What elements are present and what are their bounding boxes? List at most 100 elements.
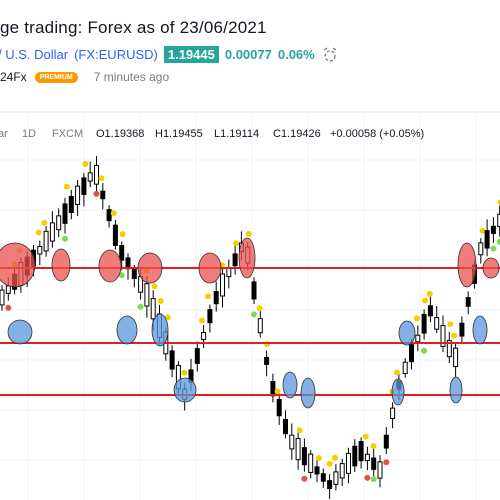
time: 7 minutes ago <box>93 70 170 84</box>
signal-dot <box>245 230 252 237</box>
signal-dot <box>157 298 164 305</box>
signal-dot <box>393 369 400 376</box>
candle <box>144 283 150 307</box>
candle <box>352 445 358 467</box>
candle <box>346 452 351 474</box>
signal-dot <box>137 303 144 310</box>
signal-dot <box>232 240 239 247</box>
signal-dot <box>251 311 257 318</box>
signal-dot <box>370 443 377 450</box>
signal-dot <box>451 332 458 339</box>
candle <box>295 438 301 461</box>
signal-dot <box>383 459 390 466</box>
candle <box>18 261 24 286</box>
candle <box>257 318 263 334</box>
resistance-zone <box>98 249 122 283</box>
signal-dot <box>301 475 308 482</box>
candle <box>289 434 295 450</box>
legend-symbol: ar <box>0 128 8 140</box>
signal-dot <box>447 321 454 328</box>
support-zone <box>300 377 316 409</box>
candle <box>377 461 383 479</box>
signal-dot <box>315 454 322 461</box>
legend-open: O1.19368 <box>96 128 144 140</box>
candle <box>49 222 55 242</box>
support-zone <box>116 315 138 345</box>
support-zone <box>472 315 488 345</box>
signal-dot <box>98 175 105 182</box>
signal-dot <box>164 314 171 321</box>
support-zone <box>173 377 197 403</box>
candle <box>112 224 118 246</box>
candle <box>434 317 440 330</box>
signal-dot <box>326 460 333 467</box>
candle <box>43 230 49 252</box>
signal-dot <box>219 262 226 269</box>
resistance-zone <box>457 242 477 288</box>
candle <box>56 215 62 231</box>
candle <box>175 364 181 390</box>
price: 1.19445 <box>163 46 219 63</box>
candle <box>31 249 36 267</box>
signal-dot <box>118 272 125 279</box>
candle <box>396 380 402 390</box>
change-percent: 0.06% <box>277 47 315 62</box>
candle <box>327 480 333 489</box>
candle <box>94 164 99 185</box>
candle <box>276 398 282 417</box>
instrument-name[interactable]: / U.S. Dollar <box>0 47 69 62</box>
candle <box>119 245 125 261</box>
legend-change: +0.00058 (+0.05%) <box>330 128 424 140</box>
support-zone <box>449 376 463 404</box>
alarm-icon[interactable] <box>321 46 339 63</box>
signal-dot <box>199 317 206 324</box>
candle <box>150 298 156 320</box>
resistance-zone <box>51 248 71 282</box>
candle <box>383 434 389 449</box>
candle <box>440 325 446 347</box>
signal-dot <box>264 341 271 348</box>
instrument-row: / U.S. Dollar (FX:EURUSD) 1.19445 0.0007… <box>0 46 339 63</box>
signal-dot <box>143 267 150 274</box>
candle <box>207 309 213 324</box>
candle <box>188 369 194 383</box>
signal-dot <box>422 297 429 304</box>
candle <box>226 267 232 278</box>
signal-dot <box>82 160 89 167</box>
signal-dot <box>274 388 281 395</box>
candle <box>465 297 471 307</box>
signal-dot <box>5 304 12 311</box>
candle <box>213 290 219 305</box>
legend-high: H1.19455 <box>155 128 203 140</box>
signal-dot <box>11 261 18 268</box>
resistance-zone <box>198 252 222 284</box>
candle <box>446 340 452 358</box>
candle <box>364 453 370 462</box>
candle <box>169 350 175 370</box>
resistance-zone <box>137 252 163 284</box>
support-zone <box>391 378 405 406</box>
author[interactable]: 24Fx <box>0 70 27 84</box>
candle <box>81 177 87 195</box>
candle <box>358 441 364 462</box>
candle <box>87 172 93 182</box>
signal-dot <box>421 347 428 354</box>
symbol[interactable]: (FX:EURUSD) <box>74 47 158 62</box>
signal-dot <box>479 227 486 234</box>
premium-badge: PREMIUM <box>34 71 78 83</box>
candle <box>490 225 496 234</box>
signal-dot <box>205 293 212 300</box>
candle <box>125 257 131 270</box>
signal-dot <box>119 231 126 238</box>
candle <box>453 347 459 368</box>
candle <box>415 334 421 343</box>
candle <box>409 344 414 363</box>
signal-dot <box>490 245 497 252</box>
candle <box>0 289 5 306</box>
candle <box>5 285 11 294</box>
candle <box>402 361 408 375</box>
legend-source: FXCM <box>52 128 83 140</box>
support-zone <box>398 320 416 346</box>
legend-close: C1.19426 <box>273 128 321 140</box>
